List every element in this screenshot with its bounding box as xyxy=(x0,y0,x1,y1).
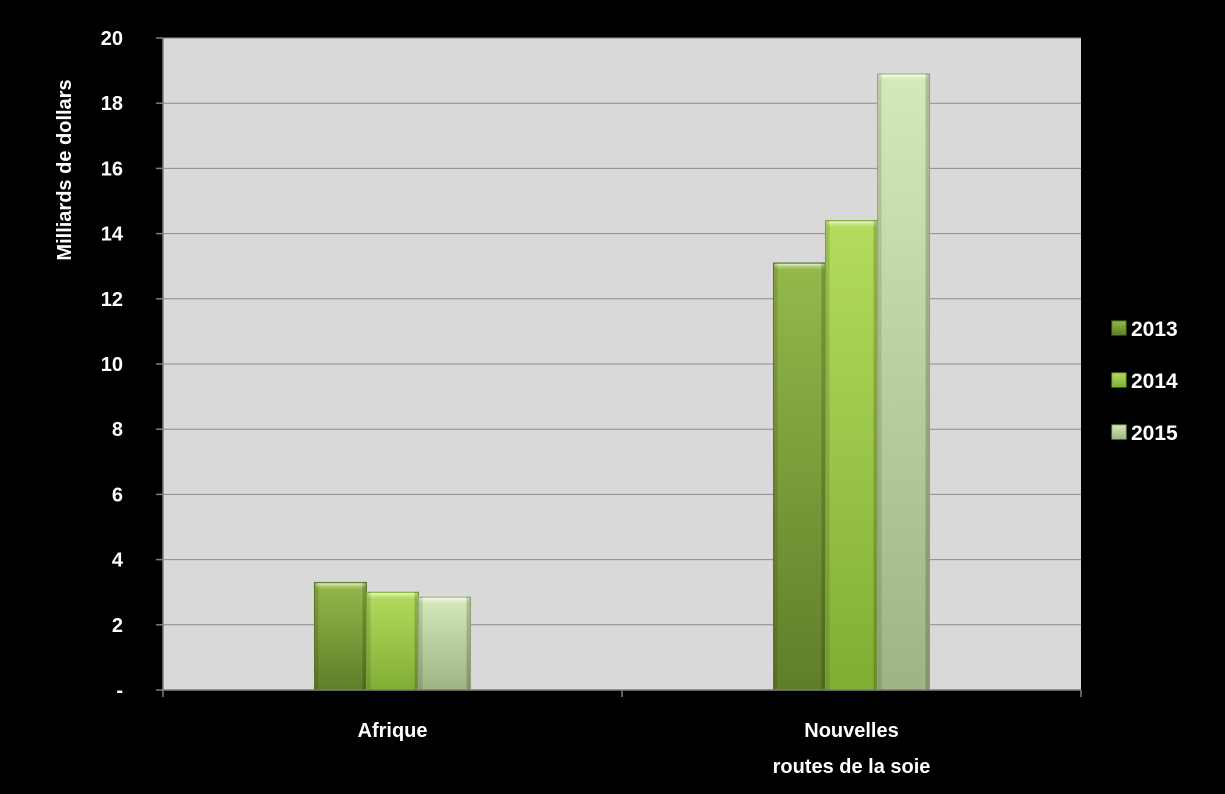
bar-edge xyxy=(418,597,423,690)
bar-2013-0 xyxy=(313,581,367,691)
legend-label: 2013 xyxy=(1131,318,1178,341)
bar-2014-0 xyxy=(365,591,420,691)
bar-highlight xyxy=(367,593,418,600)
legend: 2013 2014 2015 xyxy=(1111,318,1178,445)
bar-2014-1 xyxy=(824,220,879,691)
bar-edge xyxy=(821,262,826,690)
bar-body xyxy=(313,581,367,691)
bar-edge xyxy=(877,73,882,691)
bar-2015-1 xyxy=(877,73,931,691)
bars xyxy=(313,73,931,691)
bar-edge xyxy=(362,582,367,690)
bar-edge xyxy=(925,73,930,691)
bar-edge xyxy=(773,262,778,690)
legend-swatch xyxy=(1111,424,1127,440)
axes xyxy=(156,37,1082,697)
bar-body xyxy=(824,220,879,691)
bar-edge xyxy=(825,220,830,690)
category-label: Nouvelles xyxy=(804,720,898,742)
legend-swatch xyxy=(1111,320,1127,336)
legend-item-2015: 2015 xyxy=(1111,422,1178,445)
bar-2013-1 xyxy=(772,262,826,691)
y-tick-labels: - 2 4 6 8 10 12 14 16 18 20 xyxy=(101,28,124,702)
bar-highlight xyxy=(878,74,929,81)
chart-frame: - 2 4 6 8 10 12 14 16 18 20 Afrique Nouvelles routes… xyxy=(9,7,1218,787)
category-label: routes de la soie xyxy=(773,756,931,778)
y-tick-label: 18 xyxy=(101,93,123,115)
legend-label: 2015 xyxy=(1131,422,1178,445)
bar-body xyxy=(772,262,826,691)
y-tick-label: 8 xyxy=(112,419,123,441)
y-tick-label: - xyxy=(116,680,123,702)
category-labels: Afrique Nouvelles routes de la soie xyxy=(358,720,931,778)
legend-item-2014: 2014 xyxy=(1111,370,1178,393)
y-tick-label: 14 xyxy=(101,224,124,246)
legend-swatch xyxy=(1111,372,1127,388)
y-axis-label: Milliards de dollars xyxy=(54,79,76,260)
y-tick-label: 6 xyxy=(112,484,123,506)
bar-edge xyxy=(314,582,319,690)
bar-highlight xyxy=(826,221,877,228)
y-tick-label: 20 xyxy=(101,28,123,50)
legend-item-2013: 2013 xyxy=(1111,318,1178,341)
legend-label: 2014 xyxy=(1131,370,1178,393)
bar-2015-0 xyxy=(418,596,472,691)
bar-chart: - 2 4 6 8 10 12 14 16 18 20 Afrique Nouvelles routes… xyxy=(54,28,1178,778)
bar-edge xyxy=(466,597,471,690)
y-tick-label: 16 xyxy=(101,158,123,180)
bar-highlight xyxy=(315,583,366,590)
bar-edge xyxy=(414,592,419,690)
y-tick-label: 10 xyxy=(101,354,123,376)
bar-edge xyxy=(366,592,371,690)
y-tick-label: 12 xyxy=(101,289,123,311)
y-tick-label: 4 xyxy=(112,550,124,572)
bar-body xyxy=(418,596,472,691)
bar-highlight xyxy=(419,598,470,605)
bar-body xyxy=(877,73,931,691)
y-tick-label: 2 xyxy=(112,615,123,637)
bar-body xyxy=(365,591,420,691)
category-label: Afrique xyxy=(358,720,428,742)
bar-highlight xyxy=(774,263,825,270)
bar-edge xyxy=(873,220,878,690)
